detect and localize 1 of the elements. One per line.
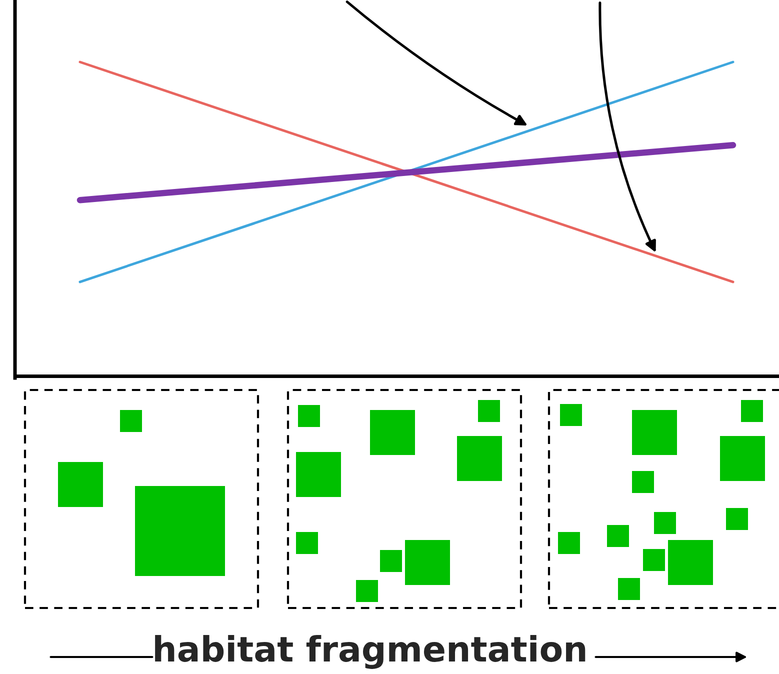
text: habitat fragmentation [155, 635, 586, 669]
